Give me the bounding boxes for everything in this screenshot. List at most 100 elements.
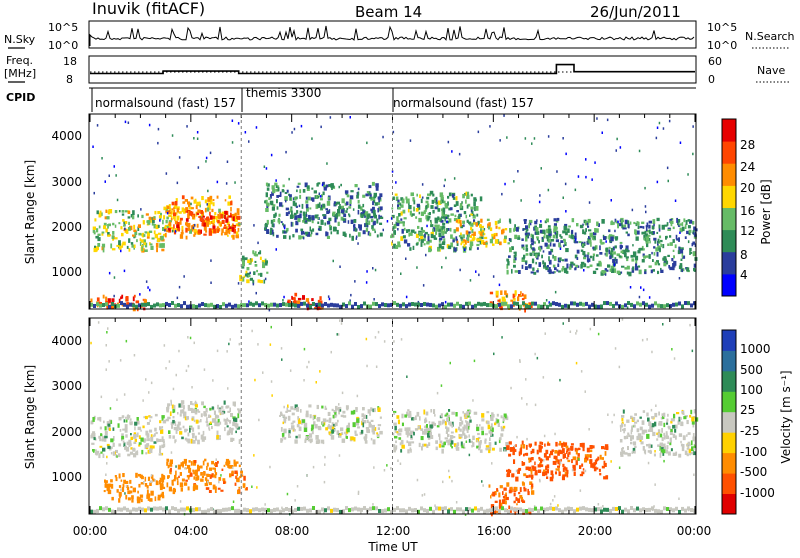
power-cell — [429, 239, 432, 243]
velocity-cell — [567, 459, 571, 463]
velocity-cell — [445, 439, 449, 443]
velocity-cell — [366, 428, 370, 433]
velocity-cell — [229, 420, 232, 424]
power-cell — [322, 203, 326, 208]
velocity-ground — [591, 508, 594, 513]
velocity-cell — [409, 410, 412, 416]
power-ground — [354, 301, 357, 306]
velocity-cell — [521, 440, 524, 445]
velocity-cell — [447, 414, 450, 418]
power-cell — [407, 198, 410, 203]
velocity-cell — [124, 427, 128, 433]
velocity-speck — [553, 495, 556, 498]
velocity-cell — [162, 419, 167, 424]
power-cell — [453, 218, 458, 221]
power-ground — [237, 304, 240, 309]
power-cell — [648, 220, 652, 224]
power-cell — [424, 233, 426, 238]
power-speck — [104, 180, 106, 183]
velocity-speck — [232, 500, 235, 503]
velocity-cell — [661, 437, 664, 442]
power-cell — [633, 253, 637, 258]
velocity-cell — [407, 409, 410, 412]
power-ground — [459, 304, 462, 309]
power-cell — [637, 250, 641, 254]
velocity-cell — [347, 422, 350, 427]
power-speck — [535, 261, 537, 265]
power-cell — [632, 266, 635, 271]
power-cell — [194, 232, 197, 235]
velocity-cell — [658, 422, 661, 426]
power-cell — [370, 208, 374, 212]
velocity-cell — [604, 462, 607, 467]
velocity-cell — [651, 423, 655, 428]
velocity-ground — [600, 509, 603, 514]
velocity-cell — [525, 475, 529, 478]
power-cell — [319, 296, 322, 301]
power-cell — [400, 211, 403, 216]
power-speck — [422, 284, 425, 287]
velocity-cell — [558, 463, 561, 466]
velocity-cell — [527, 491, 530, 496]
velocity-cell — [202, 460, 205, 466]
power-cell — [274, 212, 277, 217]
power-cell — [635, 255, 639, 261]
velocity-ground — [105, 506, 108, 511]
velocity-speck — [270, 380, 273, 383]
power-cell — [435, 196, 438, 200]
power-cell — [362, 194, 366, 198]
velocity-speck — [451, 479, 453, 483]
velocity-ground — [669, 507, 672, 512]
power-cell — [295, 220, 299, 226]
velocity-cell — [122, 440, 125, 444]
velocity-speck — [232, 466, 234, 470]
power-cell — [513, 254, 517, 259]
velocity-cell — [481, 430, 484, 436]
power-cell — [641, 259, 645, 263]
velocity-cell — [172, 416, 175, 419]
power-cell — [470, 206, 474, 210]
velocity-cell — [544, 443, 546, 447]
power-ground — [186, 304, 189, 309]
velocity-cell — [223, 464, 226, 467]
velocity-cell — [170, 467, 172, 472]
power-ground — [207, 303, 210, 308]
velocity-cell — [110, 484, 114, 489]
power-cell — [168, 220, 172, 223]
power-cell — [648, 254, 651, 259]
velocity-cell — [429, 424, 433, 429]
velocity-cell — [441, 448, 444, 454]
power-cell — [595, 268, 599, 271]
power-speck — [656, 126, 659, 129]
colorbar-swatch — [722, 391, 736, 413]
power-cell — [305, 231, 309, 235]
velocity-cell — [477, 436, 481, 439]
velocity-ground — [633, 508, 636, 513]
velocity-cell — [172, 419, 175, 424]
power-cell — [497, 220, 500, 224]
power-ground — [117, 303, 120, 308]
power-cell — [664, 224, 668, 227]
power-cell — [169, 207, 171, 212]
power-speck — [533, 137, 536, 140]
velocity-cell — [573, 468, 576, 471]
velocity-cell — [676, 412, 680, 415]
power-cell — [563, 225, 567, 231]
power-cell — [288, 193, 290, 196]
velocity-cell — [196, 475, 200, 481]
power-cell — [310, 229, 313, 235]
power-cell — [608, 235, 610, 240]
power-cell — [489, 227, 493, 232]
colorbar-swatch — [722, 163, 736, 186]
velocity-cell — [364, 440, 368, 444]
velocity-cell — [498, 504, 503, 509]
velocity-cell — [648, 443, 651, 449]
power-cell — [185, 235, 188, 240]
power-cell — [444, 214, 448, 218]
velocity-cell — [150, 434, 153, 439]
power-ground — [435, 304, 438, 309]
velocity-speck — [105, 368, 107, 371]
power-ground — [510, 304, 513, 309]
power-cell — [168, 204, 171, 207]
power-cell — [208, 202, 211, 206]
